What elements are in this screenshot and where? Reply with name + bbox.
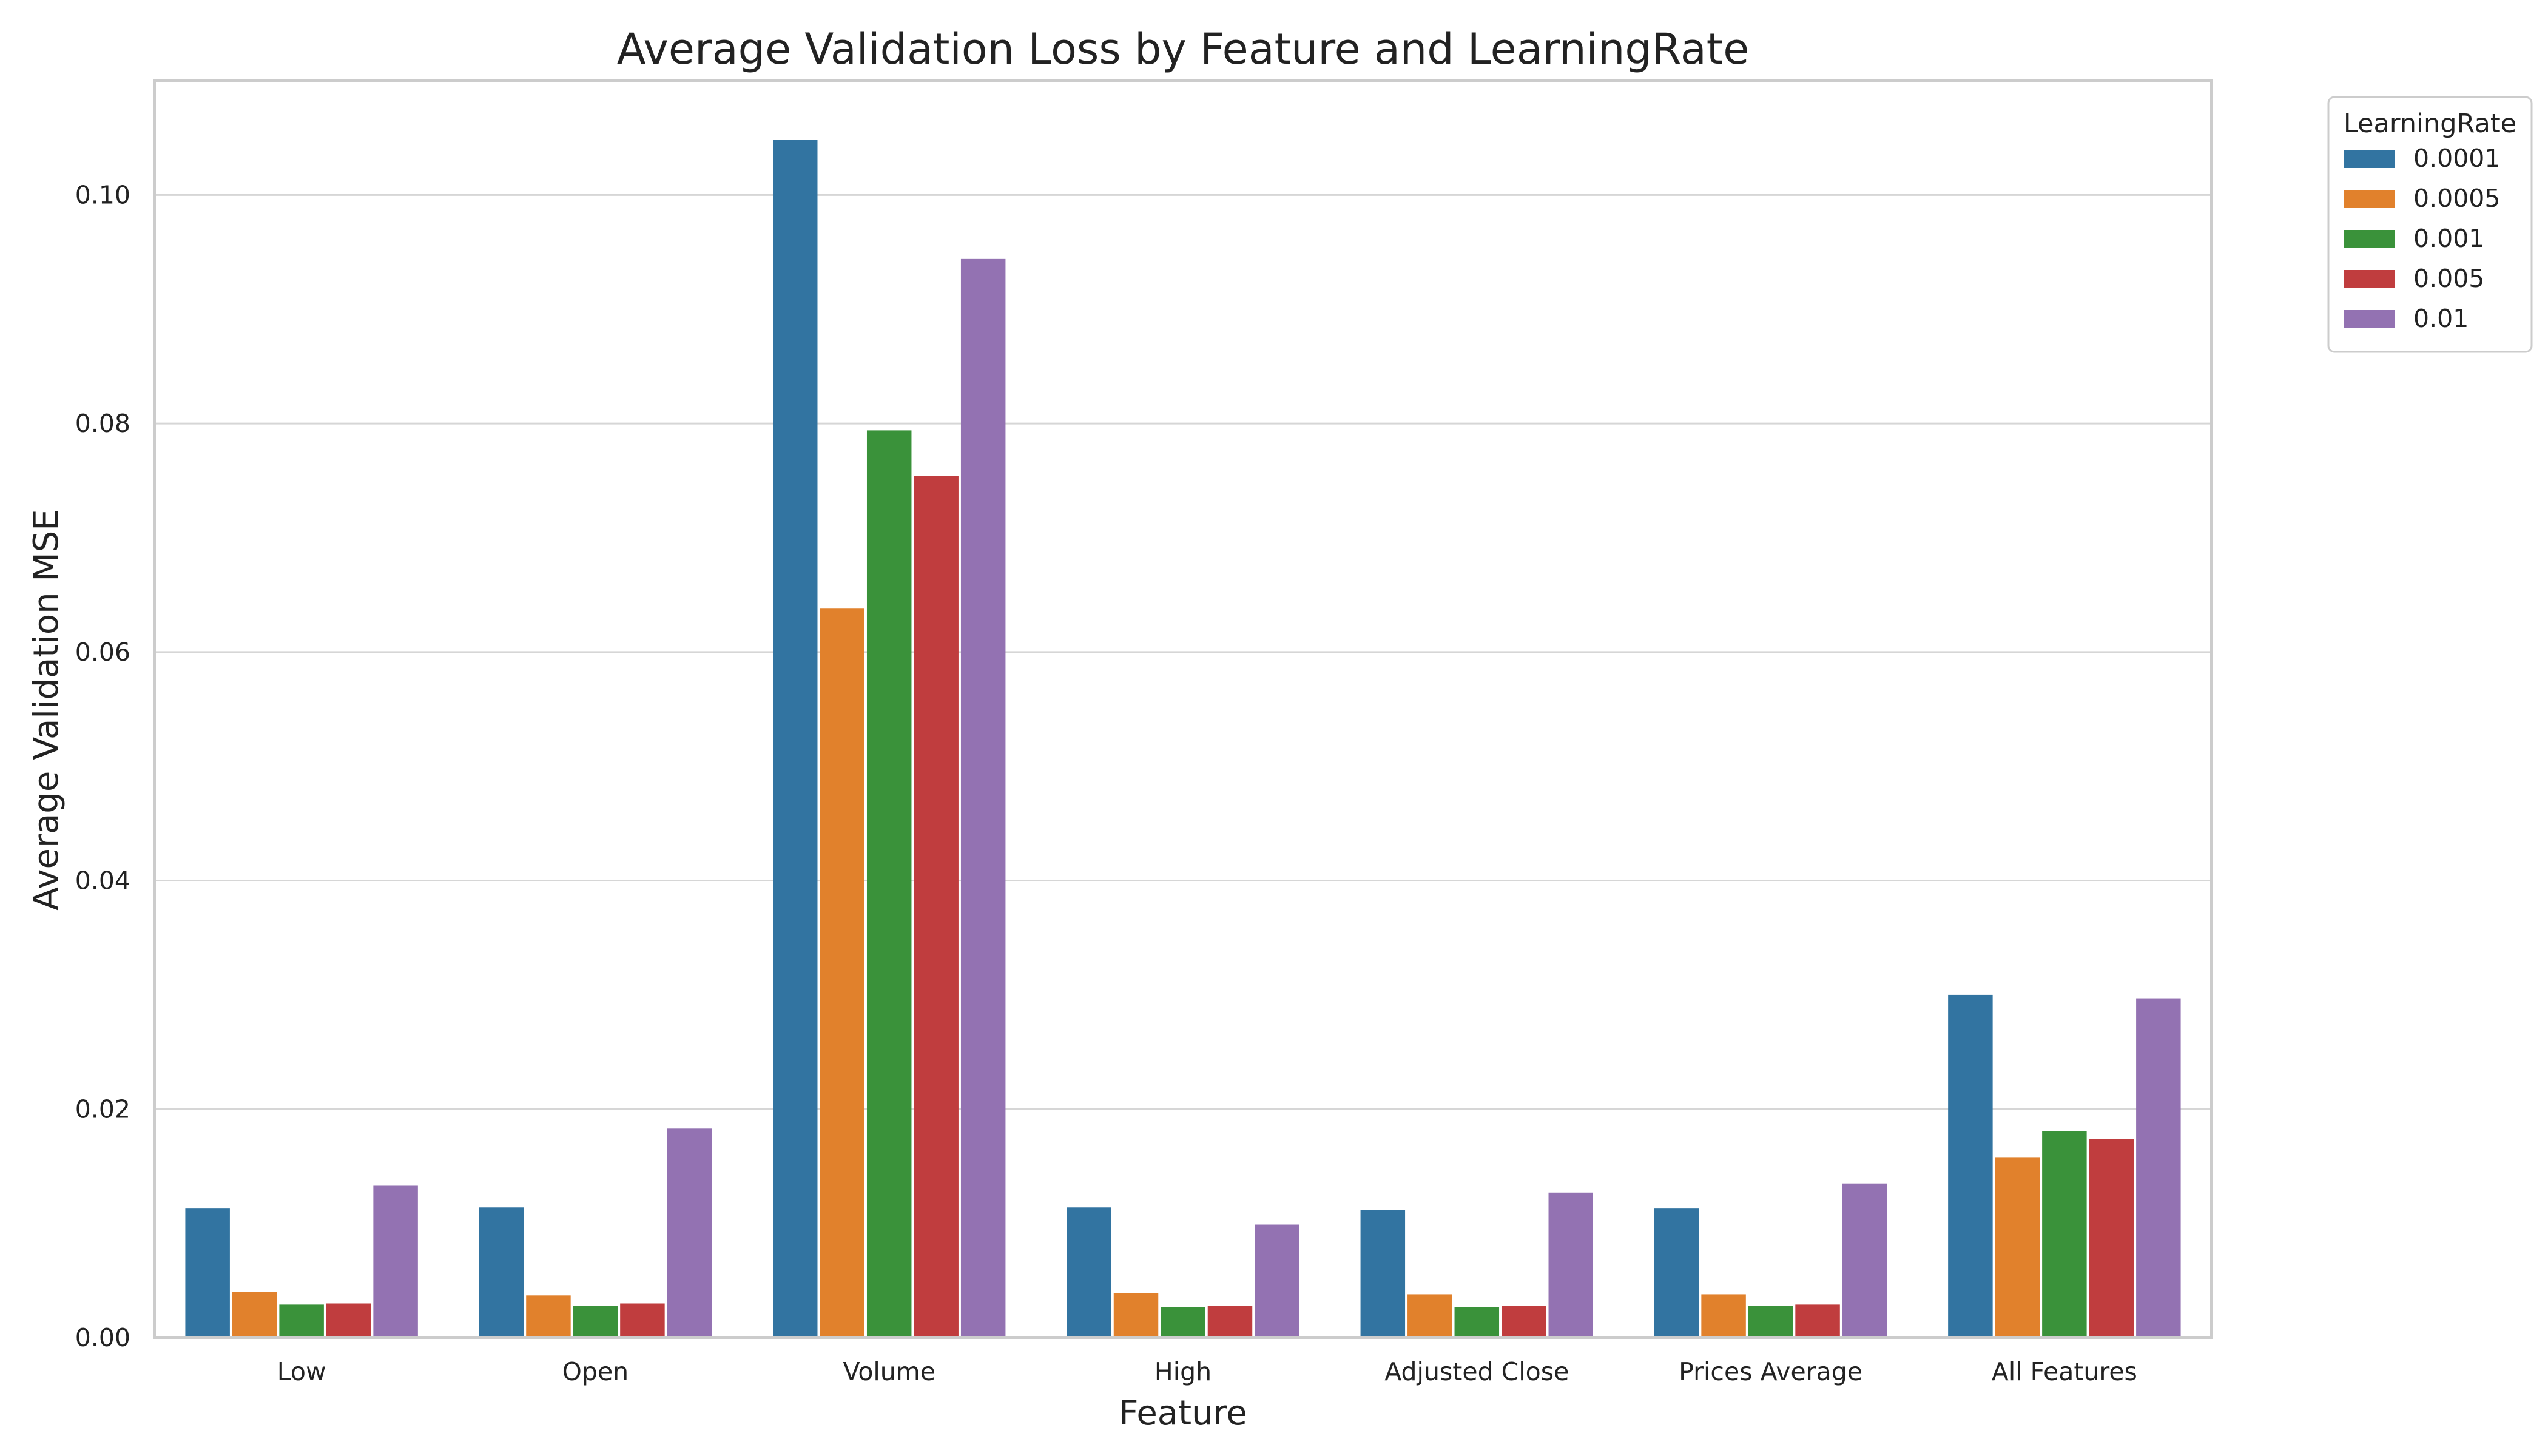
bar <box>185 1208 230 1338</box>
bar <box>1407 1294 1452 1338</box>
x-tick-label: Volume <box>843 1357 935 1386</box>
x-tick-label: Open <box>562 1357 629 1386</box>
x-tick-label: Low <box>277 1357 326 1386</box>
bar <box>526 1295 571 1338</box>
legend-swatch <box>2344 270 2395 288</box>
y-tick-labels: 0.00 0.02 0.04 0.06 0.08 0.10 <box>75 180 130 1352</box>
bar <box>1207 1306 1253 1338</box>
bar <box>373 1185 418 1338</box>
bar <box>620 1303 665 1338</box>
bar <box>326 1303 371 1338</box>
bar <box>1360 1210 1406 1338</box>
y-axis-label: Average Validation MSE <box>27 509 66 910</box>
legend-items: 0.0001 0.0005 0.001 0.005 0.01 <box>2344 144 2500 333</box>
bar <box>1948 994 1993 1338</box>
y-tick-label: 0.00 <box>75 1323 130 1352</box>
legend-swatch <box>2344 230 2395 248</box>
bar <box>1748 1306 1793 1338</box>
y-tick-label: 0.04 <box>75 866 130 895</box>
bar <box>573 1306 618 1338</box>
bar <box>1701 1294 1746 1338</box>
legend-label: 0.001 <box>2413 224 2484 253</box>
legend-swatch <box>2344 190 2395 208</box>
legend-label: 0.0001 <box>2413 144 2500 173</box>
bar <box>1454 1307 1500 1338</box>
bar <box>1502 1306 1546 1338</box>
bar <box>279 1304 324 1338</box>
y-tick-label: 0.10 <box>75 180 130 209</box>
y-tick-label: 0.08 <box>75 409 130 438</box>
bar <box>232 1292 277 1338</box>
bar <box>1795 1304 1840 1338</box>
bar <box>914 476 959 1338</box>
legend-label: 0.005 <box>2413 264 2484 293</box>
bar <box>1548 1192 1593 1338</box>
bar <box>2089 1139 2134 1338</box>
x-tick-label: High <box>1154 1357 1212 1386</box>
bar <box>820 608 864 1338</box>
bar <box>1995 1157 2040 1338</box>
legend-label: 0.0005 <box>2413 184 2500 213</box>
y-tick-label: 0.06 <box>75 638 130 667</box>
bar <box>1161 1307 1205 1338</box>
x-tick-label: Adjusted Close <box>1384 1357 1569 1386</box>
bar <box>479 1207 524 1338</box>
y-tick-label: 0.02 <box>75 1094 130 1124</box>
legend-swatch <box>2344 150 2395 168</box>
bar <box>2042 1131 2087 1338</box>
bar <box>773 140 818 1338</box>
legend-swatch <box>2344 310 2395 328</box>
plot-frame <box>153 79 2213 1339</box>
bars <box>185 140 2181 1338</box>
bar <box>1255 1224 1299 1338</box>
legend-label: 0.01 <box>2413 304 2469 333</box>
bar <box>1842 1183 1887 1338</box>
bar <box>1067 1207 1111 1338</box>
bar <box>1113 1293 1159 1338</box>
x-tick-label: Prices Average <box>1679 1357 1862 1386</box>
bar <box>2136 998 2181 1338</box>
x-tick-labels: Low Open Volume High Adjusted Close Prices Av… <box>277 1357 2137 1386</box>
bar <box>960 258 1006 1338</box>
chart-title: Average Validation Loss by Feature and L… <box>617 24 1750 74</box>
bar <box>667 1128 712 1338</box>
bar <box>866 430 912 1338</box>
x-tick-label: All Features <box>1992 1357 2137 1386</box>
bar <box>1654 1208 1699 1338</box>
legend-title: LearningRate <box>2344 109 2516 139</box>
x-axis-label: Feature <box>1119 1394 1247 1433</box>
legend: LearningRate 0.0001 0.0005 0.001 0.005 0.01 <box>2327 96 2533 353</box>
